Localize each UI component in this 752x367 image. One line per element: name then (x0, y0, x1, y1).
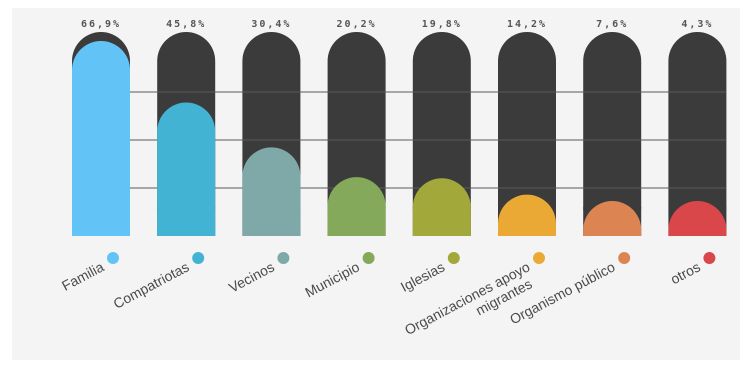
bar (327, 177, 386, 236)
category-dot (107, 252, 119, 264)
value-label: 4,3% (681, 19, 713, 30)
bar (412, 178, 471, 236)
category-dot (618, 252, 631, 264)
value-label: 20,2% (337, 19, 377, 30)
value-label: 45,8% (166, 19, 206, 30)
category-dot (703, 252, 716, 264)
category-dot (192, 252, 205, 264)
value-labels: 66,9% 45,8% 30,4% 20,2% 19,8% 14,2% 7,6% 4,3% (81, 19, 713, 30)
bar-track (498, 32, 556, 236)
value-label: 7,6% (596, 19, 628, 30)
bar (583, 201, 642, 236)
category-dot (533, 252, 545, 264)
bar-track (583, 32, 642, 236)
value-label: 14,2% (507, 19, 547, 30)
bar (72, 41, 130, 236)
bar (157, 102, 216, 236)
bar-track (668, 32, 727, 236)
bar (242, 147, 301, 236)
bar (668, 201, 727, 236)
category-dot (447, 252, 460, 264)
value-label: 66,9% (81, 19, 121, 30)
value-label: 19,8% (422, 19, 462, 30)
value-label: 30,4% (251, 19, 291, 30)
bar (498, 194, 556, 236)
category-dot (277, 252, 290, 264)
category-dot (362, 252, 375, 264)
bars (72, 41, 727, 236)
category-dots (107, 252, 716, 264)
